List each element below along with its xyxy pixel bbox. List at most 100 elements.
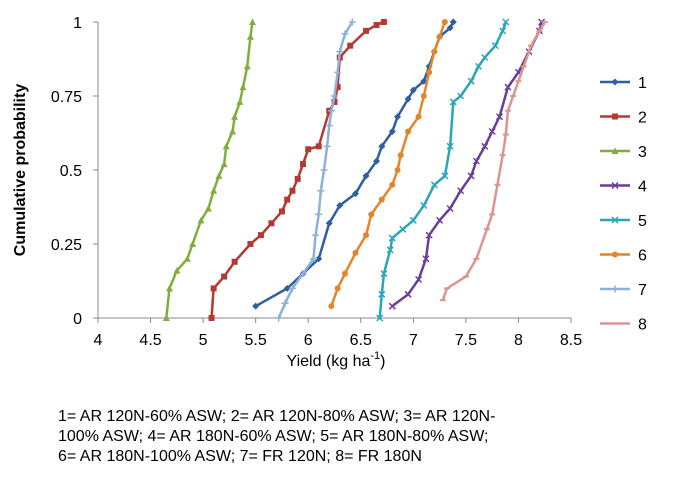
data-point: [422, 255, 430, 263]
data-point: [352, 249, 359, 256]
legend-label: 8: [638, 317, 647, 334]
y-tick-label: 0.5: [60, 163, 82, 180]
data-point: [386, 246, 394, 254]
data-point: [368, 211, 375, 218]
data-point: [231, 113, 239, 120]
data-point: [204, 204, 212, 212]
data-point: [488, 127, 496, 136]
series-7: [275, 18, 356, 322]
data-point: [467, 172, 475, 180]
data-point: [457, 92, 465, 100]
data-point: [325, 122, 333, 130]
data-point: [208, 315, 215, 321]
data-point: [243, 62, 251, 70]
x-tick-label: 4: [94, 332, 103, 349]
data-point: [239, 83, 247, 91]
data-point: [325, 219, 333, 227]
data-point: [299, 270, 307, 278]
legend-label: 7: [638, 282, 647, 299]
data-point: [394, 113, 402, 121]
data-point: [215, 172, 223, 179]
legend-marker: [611, 285, 619, 293]
legend-caption: 1= AR 120N-60% ASW; 2= AR 120N-80% ASW; …: [58, 407, 668, 467]
data-point: [257, 232, 264, 239]
legend-item-2: 2: [600, 110, 647, 127]
x-tick-label: 4.5: [139, 332, 161, 349]
data-point: [189, 240, 197, 247]
data-point: [467, 77, 475, 85]
caption-line-2: 100% ASW; 4= AR 180N-60% ASW; 5= AR 180N…: [58, 428, 489, 445]
y-tick-label: 0.25: [51, 237, 82, 254]
data-point: [457, 187, 465, 195]
data-point: [425, 231, 433, 239]
data-point: [334, 285, 341, 292]
data-point: [299, 161, 306, 168]
data-point: [446, 142, 454, 150]
data-point: [405, 128, 412, 135]
y-axis: 0 0.25 0.5 0.75 1: [51, 15, 99, 328]
data-point: [275, 314, 283, 322]
data-point: [236, 98, 244, 105]
data-point: [373, 21, 380, 28]
x-tick-label: 7.5: [455, 332, 477, 349]
data-point: [409, 216, 417, 224]
legend-marker: [611, 181, 619, 190]
data-point: [397, 152, 404, 159]
series-line: [441, 21, 546, 301]
legend-label: 2: [638, 110, 647, 127]
data-point: [284, 196, 291, 203]
data-point: [210, 187, 218, 194]
data-point: [278, 208, 285, 215]
data-point: [315, 255, 323, 263]
series-5: [376, 18, 510, 322]
data-point: [409, 86, 417, 94]
data-point: [334, 68, 342, 76]
data-point: [347, 42, 354, 49]
series-4: [388, 18, 546, 310]
x-tick-label: 7: [409, 332, 418, 349]
caption-line-3: 6= AR 180N-100% ASW; 7= FR 120N; 8= FR 1…: [58, 448, 422, 465]
data-point: [436, 33, 443, 40]
data-point: [472, 157, 480, 165]
legend-item-6: 6: [600, 248, 647, 265]
data-point: [342, 270, 349, 277]
data-point: [446, 204, 454, 213]
data-point: [363, 232, 370, 239]
data-point: [327, 107, 335, 115]
legend-label: 3: [638, 144, 647, 161]
data-point: [247, 241, 254, 247]
series-6: [328, 19, 448, 310]
data-point: [249, 18, 257, 25]
data-point: [504, 83, 512, 91]
data-point: [315, 143, 322, 150]
x-axis-title: Yield (kg ha-1): [286, 350, 385, 370]
data-point: [404, 290, 412, 298]
data-point: [362, 172, 370, 180]
data-point: [288, 284, 296, 292]
data-point: [481, 142, 489, 150]
series-line: [210, 20, 385, 319]
legend-marker: [612, 113, 618, 120]
data-point: [320, 166, 328, 174]
data-point: [312, 231, 320, 239]
series-2: [208, 19, 387, 321]
legend-label: 4: [638, 179, 647, 196]
y-tick-label: 0.75: [51, 89, 82, 106]
data-point: [394, 167, 401, 173]
data-point: [441, 172, 449, 180]
data-point: [352, 190, 360, 198]
data-point: [491, 42, 499, 50]
legend-item-5: 5: [600, 213, 647, 230]
y-tick-label: 0: [73, 311, 82, 328]
data-point: [378, 196, 385, 203]
data-point: [363, 27, 370, 34]
data-point: [348, 18, 356, 26]
data-point: [231, 258, 238, 265]
data-point: [380, 270, 388, 278]
data-point: [165, 284, 173, 292]
data-point: [331, 92, 338, 100]
data-point: [420, 201, 428, 210]
x-tick-label: 8: [514, 332, 523, 349]
data-point: [246, 33, 254, 40]
data-point: [388, 302, 396, 310]
